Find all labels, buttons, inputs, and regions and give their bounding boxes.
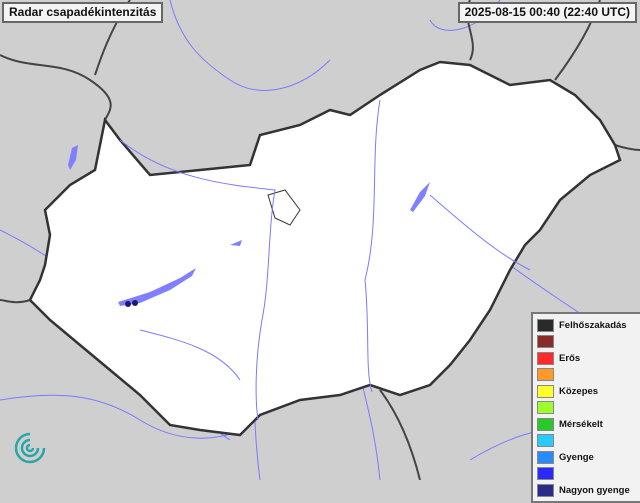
legend-item: Nagyon gyenge: [537, 482, 639, 499]
legend: Felhőszakadás Erős Közepes Mérsékelt Gyenge N…: [531, 312, 640, 503]
legend-swatch: [537, 318, 554, 332]
map-title: Radar csapadékintenzitás: [2, 2, 164, 23]
radar-echo: [125, 301, 131, 307]
legend-swatch: [537, 467, 554, 481]
logo-icon: [14, 432, 46, 464]
radar-map[interactable]: [0, 0, 640, 480]
legend-label: Nagyon gyenge: [559, 484, 630, 496]
legend-swatch: [537, 384, 554, 398]
legend-item: Mérsékelt: [537, 416, 639, 433]
legend-swatch: [537, 335, 554, 349]
legend-swatch: [537, 483, 554, 497]
legend-label: Közepes: [559, 385, 599, 397]
legend-item: [537, 400, 639, 417]
legend-label: Gyenge: [559, 451, 594, 463]
radar-echo: [132, 300, 138, 306]
legend-item: [537, 334, 639, 351]
hungary-country: [28, 60, 622, 437]
legend-swatch: [537, 368, 554, 382]
legend-item: [537, 433, 639, 450]
legend-swatch: [537, 351, 554, 365]
lake-neusiedl: [68, 145, 78, 170]
legend-item: Felhőszakadás: [537, 317, 639, 334]
legend-label: Mérsékelt: [559, 418, 603, 430]
legend-item: Erős: [537, 350, 639, 367]
budapest-outline: [267, 189, 301, 226]
legend-swatch: [537, 417, 554, 431]
legend-swatch: [537, 434, 554, 448]
lake-tisza: [410, 182, 430, 212]
lake-balaton: [118, 268, 196, 306]
legend-item: [537, 367, 639, 384]
legend-label: Erős: [559, 352, 581, 364]
timestamp: 2025-08-15 00:40 (22:40 UTC): [457, 2, 637, 23]
legend-swatch: [537, 450, 554, 464]
legend-swatch: [537, 401, 554, 415]
inner-rivers: [119, 99, 531, 421]
legend-item: Gyenge: [537, 449, 639, 466]
legend-item: Közepes: [537, 383, 639, 400]
legend-label: Felhőszakadás: [559, 319, 627, 331]
lake-velence: [230, 240, 242, 246]
